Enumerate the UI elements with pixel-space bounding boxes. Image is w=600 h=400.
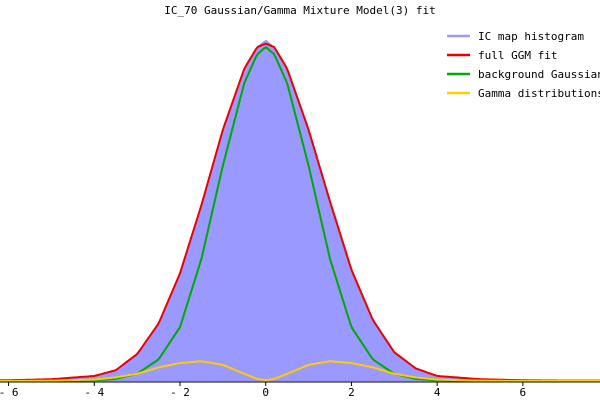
legend-label: background Gaussian (478, 68, 600, 81)
x-tick-label: - 6 (0, 386, 19, 399)
legend-item-background: background Gaussian (447, 68, 600, 81)
x-tick-label: - 4 (84, 386, 104, 399)
legend: IC map histogram full GGM fit background G… (447, 30, 600, 100)
plot-area (0, 39, 600, 382)
legend-label: IC map histogram (478, 30, 584, 43)
x-tick-label: 6 (520, 386, 527, 399)
legend-item-histogram: IC map histogram (447, 30, 584, 43)
series-full-ggm-fit (0, 42, 600, 382)
legend-item-gamma: Gamma distributions (447, 87, 600, 100)
x-tick-label: 2 (348, 386, 355, 399)
legend-item-full-fit: full GGM fit (447, 49, 557, 62)
x-tick-label: - 2 (170, 386, 190, 399)
x-axis: - 6 - 4 - 2 0 2 4 6 (0, 381, 600, 399)
legend-label: Gamma distributions (478, 87, 600, 100)
chart-title: IC_70 Gaussian/Gamma Mixture Model(3) fi… (164, 4, 436, 17)
x-tick-label: 0 (262, 386, 269, 399)
legend-label: full GGM fit (478, 49, 557, 62)
x-tick-label: 4 (434, 386, 441, 399)
series-gamma-distributions (0, 360, 600, 382)
